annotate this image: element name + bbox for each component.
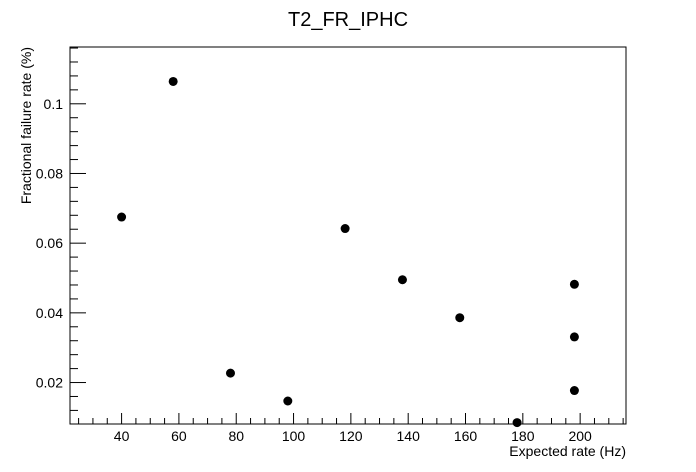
data-point — [117, 212, 127, 222]
x-tick-label: 200 — [568, 428, 592, 444]
y-tick-label: 0.06 — [36, 235, 63, 251]
x-tick-label: 160 — [454, 428, 478, 444]
x-tick-label: 100 — [282, 428, 306, 444]
x-tick-label: 40 — [114, 428, 130, 444]
x-tick-label: 60 — [171, 428, 187, 444]
data-points — [117, 76, 579, 428]
data-point — [168, 76, 178, 86]
data-point — [569, 386, 579, 396]
data-point — [397, 275, 407, 285]
x-tick-label: 140 — [397, 428, 421, 444]
chart-title: T2_FR_IPHC — [288, 9, 408, 31]
x-tick-label: 180 — [511, 428, 535, 444]
y-tick-label: 0.02 — [36, 375, 63, 391]
data-point — [569, 332, 579, 342]
x-tick-label: 120 — [339, 428, 363, 444]
y-tick-label: 0.08 — [36, 165, 63, 181]
x-tick-label: 80 — [228, 428, 244, 444]
data-point — [283, 396, 293, 406]
plot-frame — [69, 46, 627, 425]
y-axis-label: Fractional failure rate (%) — [18, 47, 34, 204]
x-axis: 40 60 80 100 120 140 160 180 200 — [78, 413, 624, 444]
y-axis: 0.02 0.04 0.06 0.08 0.1 — [36, 47, 86, 411]
data-point — [225, 368, 235, 378]
data-point — [512, 418, 522, 428]
data-point — [569, 279, 579, 289]
data-point — [340, 224, 350, 234]
y-tick-label: 0.04 — [36, 305, 63, 321]
y-tick-label: 0.1 — [44, 96, 64, 112]
x-axis-label: Expected rate (Hz) — [509, 443, 626, 459]
data-point — [455, 313, 465, 323]
